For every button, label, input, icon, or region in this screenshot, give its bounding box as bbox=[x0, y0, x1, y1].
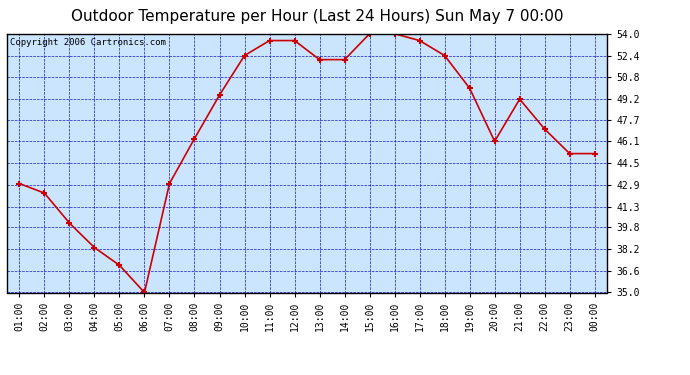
Text: Copyright 2006 Cartronics.com: Copyright 2006 Cartronics.com bbox=[10, 38, 166, 46]
Text: Outdoor Temperature per Hour (Last 24 Hours) Sun May 7 00:00: Outdoor Temperature per Hour (Last 24 Ho… bbox=[71, 9, 564, 24]
